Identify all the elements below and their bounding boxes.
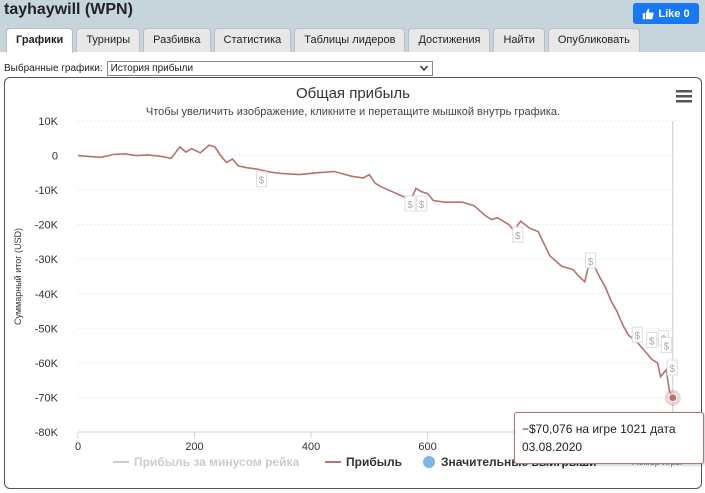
y-tick-label: 10K xyxy=(38,116,58,128)
svg-text:$: $ xyxy=(588,257,594,268)
tab-search[interactable]: Найти xyxy=(493,28,545,52)
y-tick-label: -40K xyxy=(35,289,59,301)
tab-tournaments[interactable]: Турниры xyxy=(76,28,141,52)
dollar-flag-icon: $ xyxy=(646,331,658,348)
chart-tooltip: −$70,076 на игре 1021 дата 03.08.2020 xyxy=(514,412,704,464)
profit-series-line xyxy=(77,144,674,399)
tooltip-line-2: 03.08.2020 xyxy=(522,440,583,454)
legend-profit-label: Прибыль xyxy=(346,455,402,469)
y-axis-label: Суммарный итог (USD) xyxy=(13,228,23,325)
y-tick-label: -50K xyxy=(35,323,59,335)
svg-text:$: $ xyxy=(515,231,521,242)
dollar-flag-icon: $ xyxy=(631,326,643,343)
last-point-marker xyxy=(668,393,678,403)
chart-selector-value: История прибыли xyxy=(110,62,194,74)
legend-rake-label: Прибыль за минусом рейка xyxy=(134,455,299,469)
tab-leaderboards[interactable]: Таблицы лидеров xyxy=(294,28,406,52)
tab-achievements[interactable]: Достижения xyxy=(408,28,491,52)
chart-subtitle: Чтобы увеличить изображение, кликните и … xyxy=(146,106,560,118)
chart-selector-label: Выбранные графики: xyxy=(4,62,103,74)
thumbs-up-icon xyxy=(643,8,654,19)
dollar-flag-icon: $ xyxy=(416,195,428,212)
y-tick-label: -70K xyxy=(35,392,59,404)
x-tick-label: 600 xyxy=(418,441,436,453)
dollar-flag-icon: $ xyxy=(255,171,267,188)
tab-bar: Графики Турниры Разбивка Статистика Табл… xyxy=(6,28,640,53)
tab-charts[interactable]: Графики xyxy=(6,28,74,53)
svg-text:$: $ xyxy=(634,331,640,342)
svg-text:$: $ xyxy=(259,176,265,187)
svg-text:$: $ xyxy=(649,336,655,347)
x-tick-label: 0 xyxy=(75,441,81,453)
hamburger-menu-icon[interactable] xyxy=(676,90,692,103)
y-tick-label: 0 xyxy=(52,151,58,163)
x-tick-label: 200 xyxy=(185,441,203,453)
dollar-flag-icon: $ xyxy=(512,226,524,243)
svg-text:$: $ xyxy=(664,342,670,353)
chevron-down-icon xyxy=(419,65,428,71)
svg-text:$: $ xyxy=(419,200,425,211)
y-tick-label: -20K xyxy=(35,220,59,232)
y-tick-label: -60K xyxy=(35,358,59,370)
top-bar: tayhaywill (WPN) Like 0 Графики Турниры … xyxy=(0,0,705,53)
y-tick-label: -10K xyxy=(35,185,59,197)
tab-statistics[interactable]: Статистика xyxy=(213,28,292,52)
y-tick-label: -30K xyxy=(35,254,59,266)
tab-publish[interactable]: Опубликовать xyxy=(547,28,640,52)
tooltip-line-1: −$70,076 на игре 1021 дата xyxy=(522,422,676,436)
x-tick-label: 400 xyxy=(302,441,320,453)
chart-container[interactable]: Общая прибыль Чтобы увеличить изображение… xyxy=(4,77,702,489)
dollar-flag-icon: $ xyxy=(666,359,678,376)
y-tick-label: -80K xyxy=(35,427,59,439)
chart-title: Общая прибыль xyxy=(296,85,410,102)
chart-selector-dropdown[interactable]: История прибыли xyxy=(106,60,433,76)
legend-wins-marker xyxy=(423,456,435,468)
svg-text:$: $ xyxy=(407,200,413,211)
svg-text:$: $ xyxy=(669,364,675,375)
dollar-flag-icon: $ xyxy=(585,252,597,269)
chart-selector-row: Выбранные графики: История прибыли xyxy=(4,60,433,76)
facebook-like-label: Like 0 xyxy=(658,7,690,20)
tab-breakdown[interactable]: Разбивка xyxy=(143,28,211,52)
player-title: tayhaywill (WPN) xyxy=(4,1,133,18)
dollar-flag-icon: $ xyxy=(660,337,672,354)
dollar-flag-icon: $ xyxy=(404,195,416,212)
facebook-like-button[interactable]: Like 0 xyxy=(633,3,699,24)
